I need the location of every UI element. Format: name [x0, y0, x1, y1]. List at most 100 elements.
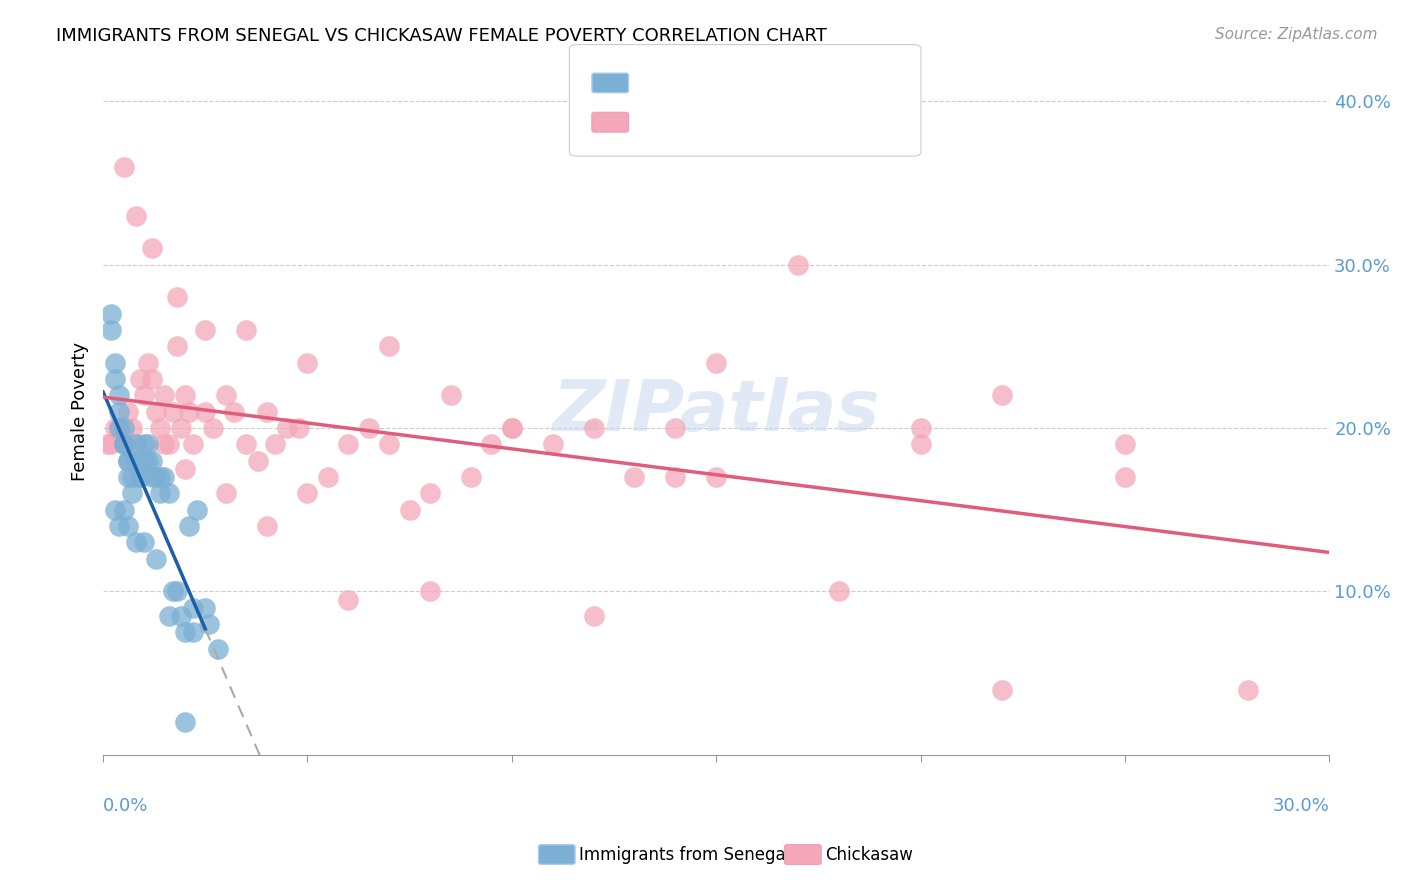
Point — [136, 356, 159, 370]
Point — [173, 715, 195, 730]
Point — [263, 437, 285, 451]
Point — [157, 437, 180, 451]
Point — [108, 421, 131, 435]
Point — [141, 454, 163, 468]
Point — [117, 454, 139, 468]
Point — [145, 470, 167, 484]
Point — [157, 486, 180, 500]
Point — [439, 388, 461, 402]
Point — [419, 584, 441, 599]
Text: 50: 50 — [775, 73, 801, 93]
Point — [256, 405, 278, 419]
Point — [541, 437, 564, 451]
Text: 30.0%: 30.0% — [1272, 797, 1329, 814]
Point — [112, 160, 135, 174]
Point — [108, 388, 131, 402]
Point — [419, 486, 441, 500]
Point — [207, 641, 229, 656]
Point — [112, 437, 135, 451]
Point — [623, 470, 645, 484]
Point — [910, 421, 932, 435]
Point — [177, 405, 200, 419]
Point — [194, 323, 217, 337]
Point — [149, 421, 172, 435]
Point — [177, 519, 200, 533]
Point — [181, 437, 204, 451]
Point — [173, 388, 195, 402]
Text: Source: ZipAtlas.com: Source: ZipAtlas.com — [1215, 27, 1378, 42]
Point — [162, 584, 184, 599]
Point — [112, 437, 135, 451]
Point — [132, 454, 155, 468]
Point — [582, 609, 605, 624]
Point — [108, 405, 131, 419]
Point — [125, 437, 148, 451]
Point — [125, 437, 148, 451]
Point — [202, 421, 225, 435]
Point — [181, 625, 204, 640]
Point — [129, 372, 152, 386]
Point — [149, 486, 172, 500]
Point — [910, 437, 932, 451]
Point — [121, 486, 143, 500]
Point — [181, 600, 204, 615]
Point — [136, 454, 159, 468]
Point — [117, 454, 139, 468]
Point — [129, 470, 152, 484]
Text: ZIPatlas: ZIPatlas — [553, 377, 880, 446]
Point — [1114, 470, 1136, 484]
Point — [104, 421, 127, 435]
Point — [256, 519, 278, 533]
Point — [132, 535, 155, 549]
Point — [117, 405, 139, 419]
Text: N =: N = — [735, 74, 787, 92]
Point — [121, 470, 143, 484]
Text: Immigrants from Senegal: Immigrants from Senegal — [579, 846, 790, 863]
Point — [132, 388, 155, 402]
Point — [162, 405, 184, 419]
Point — [173, 462, 195, 476]
Point — [215, 486, 238, 500]
Point — [297, 356, 319, 370]
Point — [297, 486, 319, 500]
Point — [198, 617, 221, 632]
Point — [132, 437, 155, 451]
Point — [125, 209, 148, 223]
Point — [247, 454, 270, 468]
Point — [235, 323, 257, 337]
Point — [173, 625, 195, 640]
Text: R =: R = — [633, 74, 672, 92]
Point — [125, 454, 148, 468]
Point — [481, 437, 503, 451]
Point — [153, 388, 176, 402]
Point — [117, 470, 139, 484]
Point — [215, 388, 238, 402]
Point — [337, 437, 360, 451]
Point — [316, 470, 339, 484]
Point — [112, 502, 135, 516]
Point — [96, 437, 118, 451]
Point — [704, 470, 727, 484]
Point — [145, 405, 167, 419]
Text: 75: 75 — [775, 112, 801, 132]
Point — [378, 437, 401, 451]
Point — [170, 421, 193, 435]
Point — [787, 258, 810, 272]
Point — [991, 682, 1014, 697]
Point — [153, 437, 176, 451]
Point — [1236, 682, 1258, 697]
Text: Chickasaw: Chickasaw — [825, 846, 914, 863]
Point — [108, 519, 131, 533]
Point — [166, 290, 188, 304]
Point — [117, 519, 139, 533]
Point — [991, 388, 1014, 402]
Point — [664, 421, 686, 435]
Point — [222, 405, 245, 419]
Point — [276, 421, 298, 435]
Text: N =: N = — [735, 113, 787, 131]
Text: 0.004: 0.004 — [668, 112, 728, 132]
Point — [136, 437, 159, 451]
Point — [194, 405, 217, 419]
Point — [141, 372, 163, 386]
Point — [112, 437, 135, 451]
